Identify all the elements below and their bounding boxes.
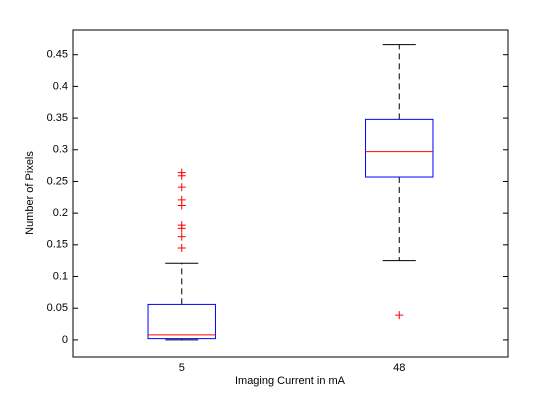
box xyxy=(147,303,216,340)
outlier xyxy=(177,244,186,252)
outlier xyxy=(177,183,186,192)
outlier xyxy=(395,311,404,320)
x-axis-label: Imaging Current in mA xyxy=(235,375,346,387)
x-tick-label: 5 xyxy=(179,362,185,374)
y-tick-label: 0.45 xyxy=(47,49,68,61)
y-tick-label: 0.1 xyxy=(53,270,68,282)
y-tick-label: 0.15 xyxy=(47,239,68,251)
plot-frame xyxy=(72,29,509,358)
outlier xyxy=(177,168,186,177)
y-tick-label: 0.3 xyxy=(53,144,68,156)
outlier xyxy=(177,195,186,204)
outlier xyxy=(177,221,186,230)
y-tick-label: 0.4 xyxy=(53,80,68,92)
y-tick-label: 0.35 xyxy=(47,112,68,124)
y-tick-label: 0.05 xyxy=(47,302,68,314)
y-axis-label: Number of Pixels xyxy=(24,151,36,235)
outlier xyxy=(177,232,186,241)
box xyxy=(365,118,434,178)
y-tick-label: 0 xyxy=(62,334,68,346)
y-tick-label: 0.25 xyxy=(47,175,68,187)
x-tick-label: 48 xyxy=(393,362,405,374)
y-tick-label: 0.2 xyxy=(53,207,68,219)
